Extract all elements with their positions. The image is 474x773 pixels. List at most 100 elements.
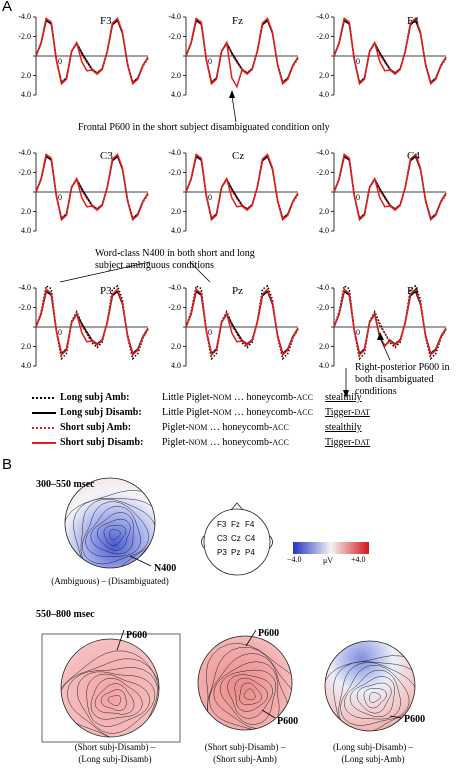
erp-trace [185,17,299,89]
panel-b-label: B [2,456,13,473]
scale-min-label: −4.0 [287,555,302,564]
timeline-arrowhead [343,390,349,398]
electrode-fz: Fz [231,520,240,529]
zero-label: 0 [208,57,212,66]
caption-ambiguous-minus-disambiguated: (Ambiguous) – (Disambiguated) [51,576,169,586]
erp-trace [185,153,299,222]
channel-label-f4: F4 [407,15,419,27]
p600-map-label-1: P600 [126,630,148,641]
legend-swatches [32,397,56,444]
n400-arrow-1 [189,261,211,283]
erp-trace [35,17,149,86]
y-tick-label: 2.0 [171,206,181,216]
y-tick-label: -2.0 [316,167,329,177]
legend-label: Long subj Amb: [60,392,130,403]
legend-target-short-disamb: Tigger-DAT [325,437,370,448]
y-tick-label: 4.0 [21,361,31,370]
erp-trace [333,153,447,222]
legend-row-short-disamb: Short subj Disamb: [60,437,143,448]
erp-plot [33,16,149,96]
contour-line [340,664,410,726]
contour-line [100,689,127,711]
legend-label: Short subj Amb: [60,422,132,433]
map-short-disamb-minus-short-amb [197,635,293,731]
legend-row-long-disamb: Long subj Disamb: [60,407,142,418]
p600-arrow-1 [116,629,125,651]
y-tick-label: 4.0 [171,90,181,99]
scale-unit-label: μV [323,556,334,565]
y-tick-label: -4.0 [168,12,181,21]
caption-map3-line2: (Short subj-Amb) [213,754,277,764]
caption-map3-line1: (Short subj-Disamb) – [204,742,286,752]
channel-label-pz: Pz [232,285,243,297]
legend-sentence-short-amb: Piglet-NOM … honeycomb-ACC [162,422,289,433]
channel-label-c4: C4 [407,150,420,162]
y-tick-label: -2.0 [18,31,31,41]
contour-line [338,662,415,731]
legend-sentence-long-amb: Little Piglet-NOM … honeycomb-ACC [162,392,313,403]
y-tick-label: 4.0 [319,226,329,235]
y-tick-label: 4.0 [21,226,31,235]
erp-plot [33,284,149,367]
y-tick-label: -4.0 [316,148,329,157]
electrode-p3: P3 [217,548,227,557]
n400-map-arrow [129,555,152,567]
legend-row-short-amb: Short subj Amb: [60,422,131,433]
map-long-disamb-minus-long-amb [324,640,416,732]
y-tick-label: -2.0 [168,302,181,312]
electrode-layout-head [201,502,273,576]
zero-label: 0 [356,193,360,202]
y-tick-label: -4.0 [168,148,181,157]
y-tick-label: -2.0 [168,31,181,41]
y-tick-label: 4.0 [319,361,329,370]
p600-map-label-2a: P600 [258,628,280,639]
contour-line [90,677,143,720]
zero-label: 0 [208,193,212,202]
n400-arrow-2 [59,261,151,283]
y-tick-label: 2.0 [21,341,31,351]
erp-plot [331,152,447,232]
erp-plot [331,284,447,367]
contour-line [356,682,392,714]
head-outline [203,508,271,576]
rp-annotation-line2: both disambiguated [355,374,434,385]
right-ear [269,535,273,549]
contour-line [90,512,134,555]
legend-row-long-amb: Long subj Amb: [60,392,129,403]
contour-line [243,688,256,700]
contour-line [94,683,135,715]
p600-arrow-2b [261,709,276,719]
electrode-p4: P4 [245,548,255,557]
y-tick-label: -2.0 [18,167,31,177]
window-label-300-550: 300–550 msec [36,479,95,490]
contour-line [369,692,381,703]
legend-target-long-amb: stealthily [325,392,362,403]
zero-label: 0 [208,328,212,337]
caption-map2-line2: (Long subj-Disamb) [78,754,152,764]
contour-line [349,676,395,718]
channel-label-cz: Cz [232,150,245,162]
zero-label: 0 [58,193,62,202]
contour-line [325,655,415,731]
y-tick-label: -4.0 [18,283,31,292]
erp-waveform-grid [32,16,447,444]
p600-map-label-3: P600 [404,714,426,725]
contour-line [82,501,149,565]
y-tick-label: 4.0 [171,361,181,370]
legend-sentence-long-disamb: Little Piglet-NOM … honeycomb-ACC [162,407,313,418]
contour-line [107,695,122,707]
electrode-cz: Cz [231,534,241,543]
topographic-maps [41,477,416,743]
contour-line [207,647,292,730]
y-tick-label: -4.0 [18,148,31,157]
frontal-arrow [231,95,237,123]
map-short-disamb-minus-long-disamb [60,638,160,738]
contour-line [86,673,151,727]
electrode-c3: C3 [217,534,228,543]
y-tick-label: 2.0 [171,341,181,351]
rp-arrow [379,337,391,361]
zero-label: 0 [58,57,62,66]
contour-line [103,524,127,546]
zero-label: 0 [356,57,360,66]
highlight-box [41,633,181,743]
